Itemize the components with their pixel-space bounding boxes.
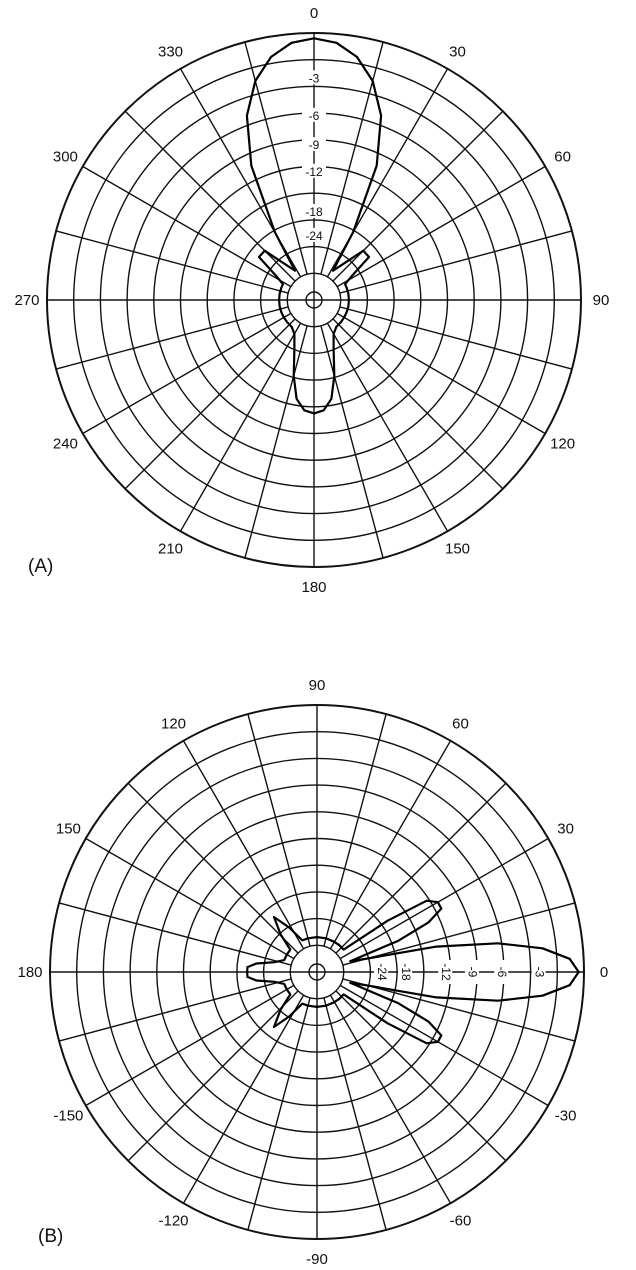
grid-spoke: [127, 990, 299, 1162]
grid-spoke: [336, 312, 546, 435]
grid-spoke: [247, 713, 311, 947]
angle-label: 30: [557, 821, 574, 838]
grid-spoke: [82, 165, 292, 288]
grid-spoke: [247, 997, 311, 1231]
grid-spoke: [329, 740, 452, 950]
angle-label: 180: [301, 579, 326, 596]
radial-label-backing: [302, 163, 326, 178]
grid-spoke: [323, 997, 387, 1231]
angle-label: 0: [310, 5, 318, 22]
grid-spoke: [55, 230, 289, 294]
radial-db-label: -24: [305, 229, 323, 243]
grid-spoke: [182, 994, 305, 1204]
angle-label: 120: [161, 715, 186, 732]
polar-chart-b: 0 30 60 90 120 150 180 -150 -120 -90 -60 -30 -3 -6 -9 -…: [17, 677, 608, 1268]
radial-label-backing: [494, 960, 509, 984]
radial-db-label: -12: [305, 165, 323, 179]
grid-spoke: [85, 984, 295, 1107]
grid-spoke: [85, 837, 295, 960]
grid-spoke: [339, 984, 549, 1107]
angle-label: 300: [53, 149, 78, 166]
radial-db-label: -6: [309, 109, 320, 123]
grid-spoke: [58, 902, 292, 966]
panel-label: (A): [28, 556, 53, 577]
grid-spoke: [326, 322, 449, 532]
angle-label: 30: [449, 43, 466, 60]
angle-label: 330: [158, 43, 183, 60]
radial-label-backing: [438, 960, 453, 984]
grid-spoke: [244, 325, 308, 559]
radiation-pattern-curve: [245, 37, 383, 415]
angle-label: -120: [158, 1213, 188, 1230]
angle-label: -150: [53, 1108, 83, 1125]
grid-spoke: [339, 306, 573, 370]
angle-label: 150: [56, 821, 81, 838]
radial-label-backing: [398, 960, 413, 984]
grid-spoke: [55, 306, 289, 370]
grid-spoke: [127, 782, 299, 954]
angle-label: 150: [445, 541, 470, 558]
grid-spoke: [335, 990, 507, 1162]
angle-label: -90: [306, 1251, 328, 1268]
angle-label: 180: [17, 964, 42, 981]
radial-label-backing: [302, 227, 326, 242]
angle-label: 240: [53, 436, 78, 453]
radial-db-label: -6: [495, 967, 509, 978]
angle-label: -30: [555, 1108, 577, 1125]
grid-spoke: [179, 322, 302, 532]
angle-label: 60: [554, 149, 571, 166]
angle-label: 90: [593, 292, 610, 309]
grid-spoke: [336, 165, 546, 288]
radial-label-backing: [464, 960, 479, 984]
radial-label-backing: [302, 137, 326, 152]
grid-spoke: [339, 230, 573, 294]
grid-spoke: [58, 978, 292, 1042]
grid-spoke: [335, 782, 507, 954]
grid-spoke: [323, 713, 387, 947]
radial-label-backing: [531, 960, 546, 984]
angle-label: 90: [309, 677, 326, 694]
grid-spoke: [332, 318, 504, 490]
radial-db-label: -9: [309, 138, 320, 152]
radial-label-backing: [374, 960, 389, 984]
radial-db-label: -18: [305, 205, 323, 219]
radial-label-backing: [302, 203, 326, 218]
radial-db-label: -18: [399, 963, 413, 981]
radial-db-label: -3: [532, 967, 546, 978]
grid-spoke: [342, 978, 576, 1042]
grid-spoke: [329, 994, 452, 1204]
radial-db-label: -12: [439, 963, 453, 981]
grid-spoke: [320, 325, 384, 559]
angle-label: -60: [450, 1213, 472, 1230]
grid-spoke: [339, 837, 549, 960]
angle-label: 270: [14, 292, 39, 309]
grid-spoke: [182, 740, 305, 950]
radial-db-label: -24: [375, 963, 389, 981]
angle-label: 0: [600, 964, 608, 981]
panel-label: (B): [38, 1226, 63, 1247]
angle-label: 120: [550, 436, 575, 453]
grid-spoke: [124, 318, 296, 490]
radial-db-label: -9: [466, 967, 480, 978]
radial-db-label: -3: [309, 71, 320, 85]
grid-spoke: [82, 312, 292, 435]
polar-chart-a: 0 30 60 90 120 150 180 210 240 270 300 330 -3 -6 -9 -12…: [14, 5, 609, 596]
radial-label-backing: [302, 70, 326, 85]
angle-label: 210: [158, 541, 183, 558]
angle-label: 60: [452, 715, 469, 732]
radiation-pattern-curve: [246, 899, 580, 1045]
radial-label-backing: [302, 107, 326, 122]
grid-spoke: [342, 902, 576, 966]
